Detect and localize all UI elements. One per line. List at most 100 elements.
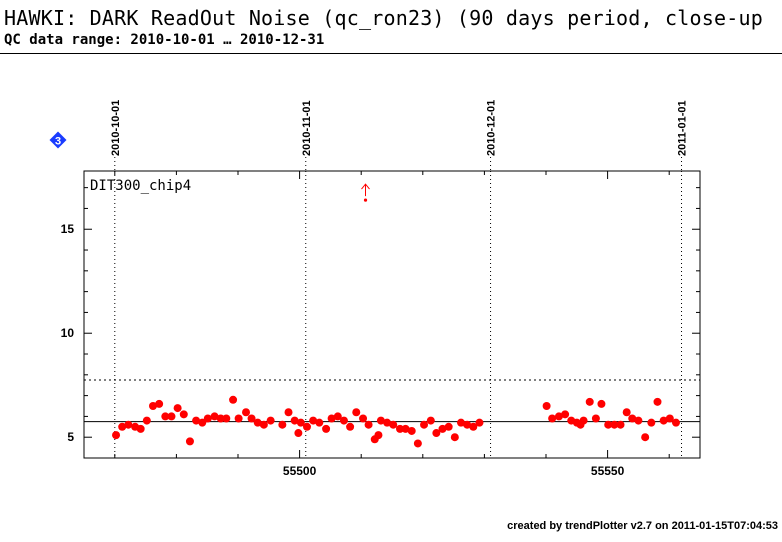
outlier-point bbox=[363, 198, 368, 202]
data-point bbox=[179, 410, 188, 419]
plot-grid bbox=[114, 157, 683, 458]
header-divider bbox=[0, 53, 782, 54]
data-point bbox=[124, 420, 133, 429]
data-point bbox=[210, 412, 219, 421]
data-point bbox=[327, 414, 336, 423]
data-point bbox=[234, 414, 243, 423]
data-point bbox=[438, 424, 447, 433]
data-point bbox=[322, 424, 331, 433]
data-point bbox=[290, 416, 299, 425]
data-point bbox=[247, 414, 256, 423]
up-arrow-icon bbox=[361, 183, 370, 190]
data-point bbox=[450, 433, 459, 442]
badge-number: 3 bbox=[55, 136, 61, 148]
data-point bbox=[364, 420, 373, 429]
badge: 3 bbox=[49, 131, 67, 149]
data-point bbox=[389, 420, 398, 429]
data-point bbox=[346, 422, 355, 431]
y-tick-label: 10 bbox=[61, 326, 75, 340]
data-point bbox=[203, 414, 212, 423]
data-points bbox=[112, 395, 680, 448]
data-point bbox=[561, 410, 570, 419]
date-label: 2010-12-01 bbox=[486, 100, 498, 156]
data-point bbox=[192, 416, 201, 425]
data-point bbox=[469, 422, 478, 431]
data-point bbox=[653, 397, 662, 406]
data-point bbox=[396, 424, 405, 433]
data-point bbox=[167, 412, 176, 421]
data-point bbox=[413, 439, 422, 448]
data-point bbox=[222, 414, 231, 423]
data-point bbox=[359, 414, 368, 423]
data-point bbox=[302, 422, 311, 431]
date-label: 2010-10-01 bbox=[110, 100, 122, 156]
qc-data-range: QC data range: 2010-10-01 … 2010-12-31 bbox=[4, 32, 325, 48]
data-point bbox=[622, 408, 631, 417]
data-point bbox=[616, 420, 625, 429]
data-point bbox=[315, 418, 324, 427]
data-point bbox=[229, 395, 238, 404]
data-point bbox=[585, 397, 594, 406]
data-point bbox=[376, 416, 385, 425]
data-point bbox=[198, 418, 207, 427]
data-point bbox=[155, 399, 164, 408]
data-point bbox=[444, 422, 453, 431]
date-markers: 2010-10-01 2010-11-01 2010-12-01 2011-01-01 bbox=[110, 100, 689, 156]
page-title: HAWKI: DARK ReadOut Noise (qc_ron23) (90… bbox=[4, 6, 763, 30]
data-point bbox=[352, 408, 361, 417]
data-point bbox=[333, 412, 342, 421]
data-point bbox=[309, 416, 318, 425]
data-point bbox=[432, 429, 441, 438]
plot-frame bbox=[83, 170, 701, 459]
data-point bbox=[610, 420, 619, 429]
data-point bbox=[456, 418, 465, 427]
data-point bbox=[374, 431, 383, 440]
date-label: 2011-01-01 bbox=[677, 100, 689, 156]
data-point bbox=[148, 402, 157, 411]
data-point bbox=[426, 416, 435, 425]
data-point bbox=[641, 433, 650, 442]
data-point bbox=[284, 408, 293, 417]
data-point bbox=[339, 416, 348, 425]
data-point bbox=[296, 418, 305, 427]
axes: 5 10 15 55500 55550 bbox=[61, 171, 700, 478]
data-point bbox=[665, 414, 674, 423]
data-point bbox=[591, 414, 600, 423]
data-point bbox=[253, 418, 262, 427]
data-point bbox=[185, 437, 194, 446]
data-point bbox=[475, 418, 484, 427]
y-tick-label: 15 bbox=[61, 222, 75, 236]
data-point bbox=[294, 429, 303, 438]
y-tick-label: 5 bbox=[67, 430, 74, 444]
data-point bbox=[161, 412, 170, 421]
data-point bbox=[420, 420, 429, 429]
data-point bbox=[242, 408, 251, 417]
outlier-marker bbox=[361, 183, 370, 202]
x-tick-label: 55500 bbox=[283, 464, 317, 478]
data-point bbox=[383, 418, 392, 427]
data-point bbox=[173, 404, 182, 413]
data-point bbox=[463, 420, 472, 429]
data-point bbox=[401, 424, 410, 433]
data-point bbox=[659, 416, 668, 425]
data-point bbox=[634, 416, 643, 425]
data-point bbox=[118, 422, 127, 431]
data-point bbox=[628, 414, 637, 423]
data-point bbox=[136, 424, 145, 433]
data-point bbox=[266, 416, 275, 425]
panel-label: DIT300_chip4 bbox=[90, 178, 191, 194]
data-point bbox=[407, 426, 416, 435]
data-point bbox=[542, 402, 551, 411]
data-point bbox=[259, 420, 268, 429]
data-point bbox=[579, 416, 588, 425]
footer-credit: created by trendPlotter v2.7 on 2011-01-… bbox=[507, 520, 778, 532]
data-point bbox=[647, 418, 656, 427]
data-point bbox=[548, 414, 557, 423]
data-point bbox=[278, 420, 287, 429]
data-point bbox=[671, 418, 680, 427]
reference-lines bbox=[84, 379, 700, 423]
data-point bbox=[604, 420, 613, 429]
data-point bbox=[112, 431, 121, 440]
data-point bbox=[554, 412, 563, 421]
